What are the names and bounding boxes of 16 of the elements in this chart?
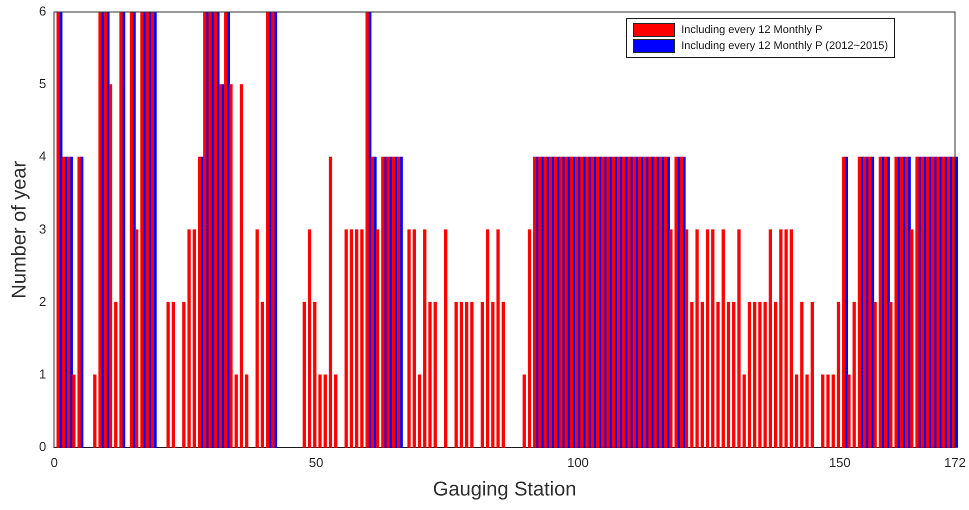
y-axis-title: Number of year <box>8 160 31 299</box>
x-tick-label: 0 <box>50 454 58 470</box>
y-tick-label: 4 <box>38 148 46 164</box>
y-tick-label: 3 <box>38 221 46 236</box>
y-tick-label: 2 <box>38 294 46 309</box>
x-tick-label: 50 <box>308 454 324 470</box>
y-tick-label: 6 <box>38 4 46 19</box>
legend-label: Including every 12 Monthly P (2012~2015) <box>681 40 888 52</box>
legend-label: Including every 12 Monthly P <box>681 24 822 36</box>
x-tick-label: 172 <box>944 454 966 470</box>
y-tick-label: 5 <box>38 76 46 92</box>
x-tick-label: 100 <box>567 454 589 470</box>
y-tick-label: 0 <box>38 438 46 454</box>
x-tick-label: 150 <box>828 454 851 470</box>
x-axis-title: Gauging Station <box>432 478 576 501</box>
y-tick-label: 1 <box>38 366 46 382</box>
